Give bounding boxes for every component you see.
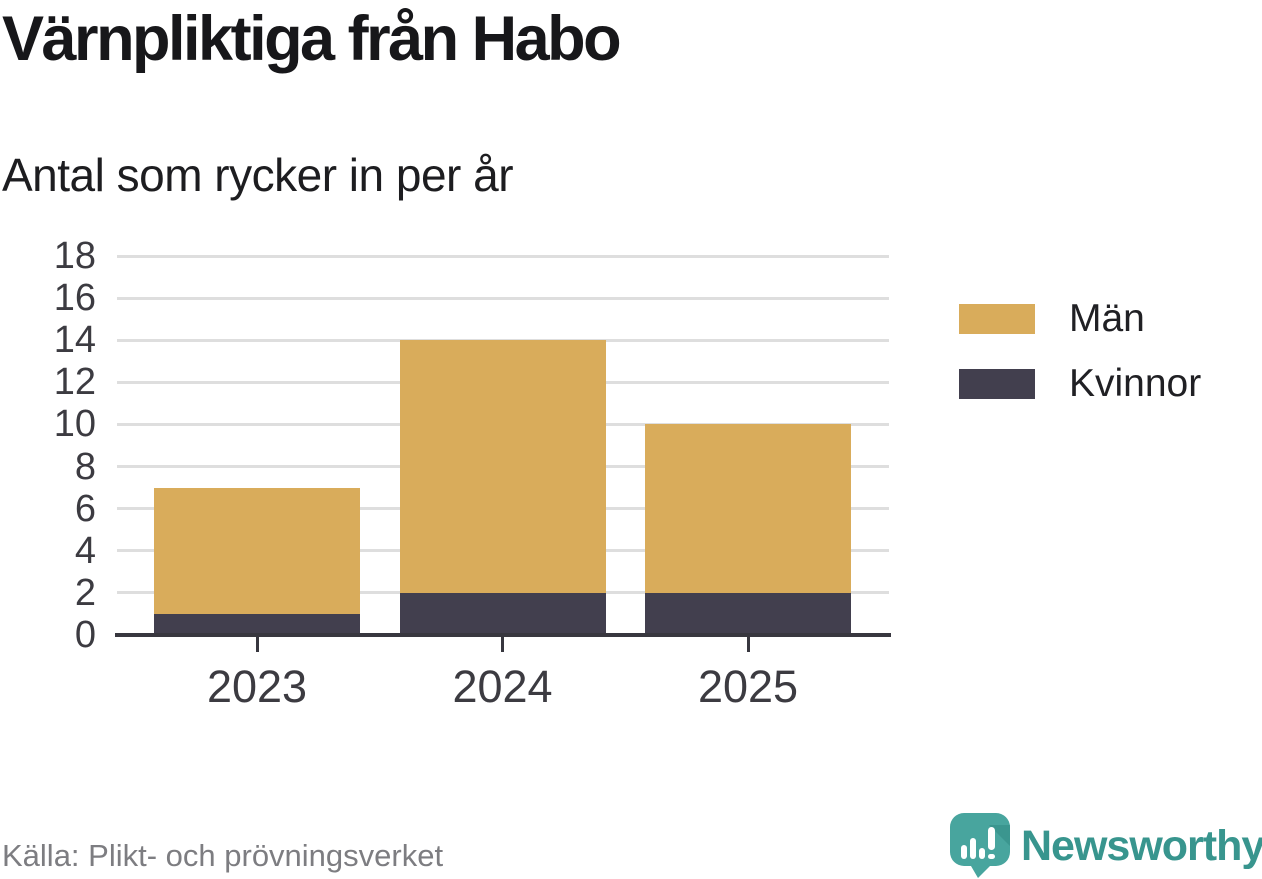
y-axis-tick-label-8: 8: [74, 445, 96, 488]
y-axis-tick-label-6: 6: [74, 487, 96, 530]
y-axis-tick-label-18: 18: [53, 235, 96, 277]
gridline-18: [117, 254, 889, 258]
legend-item-kvinnor: Kvinnor: [959, 364, 1201, 403]
y-axis-tick-label-14: 14: [53, 319, 96, 362]
newsworthy-logo-icon: [950, 813, 1010, 878]
legend-item-man: Män: [959, 299, 1201, 338]
x-axis-baseline: [115, 633, 891, 637]
legend-label-kvinnor: Kvinnor: [1069, 362, 1202, 405]
gridline-16: [117, 296, 889, 300]
bar-segment-kvinnor-2023: [154, 613, 360, 635]
newsworthy-wordmark: Newsworthy: [1021, 822, 1262, 870]
y-axis-tick-label-2: 2: [74, 571, 96, 614]
x-axis-tick-label-2025: 2025: [697, 661, 799, 712]
x-axis-tick-label-2024: 2024: [452, 661, 553, 712]
y-axis-tick-label-12: 12: [53, 361, 96, 404]
y-axis-tick-label-10: 10: [53, 403, 96, 446]
y-axis-tick-label-16: 16: [53, 277, 96, 320]
bar-segment-män-2025: [645, 424, 851, 593]
legend-swatch-man: [959, 303, 1035, 334]
legend-swatch-kvinnor: [959, 368, 1035, 399]
newsworthy-logo: Newsworthy: [947, 812, 1262, 878]
chart-title: Värnpliktiga från Habo: [2, 4, 622, 74]
bar-segment-kvinnor-2025: [645, 592, 851, 635]
x-axis-tick-label-2023: 2023: [206, 661, 308, 712]
bar-segment-män-2024: [399, 340, 606, 593]
x-axis-tick-2023: [255, 637, 259, 652]
x-axis-tick-2024: [501, 637, 504, 652]
source-caption: Källa: Plikt- och prövningsverket: [2, 838, 444, 873]
y-axis-tick-label-0: 0: [74, 614, 96, 656]
x-axis-tick-2025: [746, 637, 750, 652]
bar-segment-kvinnor-2024: [399, 592, 606, 635]
legend: Män Kvinnor: [959, 299, 1201, 429]
chart-subtitle: Antal som rycker in per år: [2, 149, 514, 201]
y-axis-tick-label-4: 4: [74, 529, 96, 572]
bar-segment-män-2023: [154, 487, 360, 614]
legend-label-man: Män: [1069, 297, 1145, 340]
